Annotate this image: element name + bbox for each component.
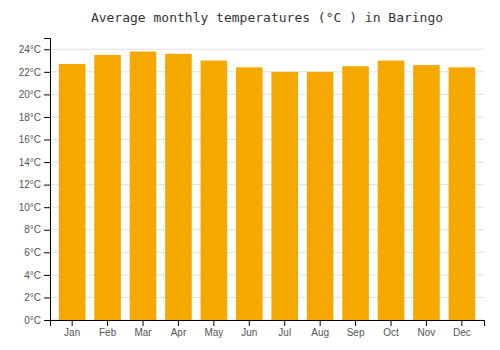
bar — [271, 72, 298, 320]
y-tick: 16°C — [19, 134, 50, 145]
bar — [94, 55, 121, 320]
y-tick-mark — [44, 320, 50, 321]
x-tick-label: Mar — [134, 327, 152, 338]
y-tick-label: 8°C — [24, 224, 41, 235]
y-tick: 10°C — [19, 202, 50, 213]
x-tick: Jan — [64, 320, 80, 338]
y-axis-line — [44, 39, 51, 321]
x-tick-label: Oct — [383, 327, 399, 338]
x-tick-mark — [355, 320, 356, 326]
grid-line — [50, 49, 484, 50]
y-tick-mark — [44, 230, 50, 231]
y-tick-label: 20°C — [19, 89, 41, 100]
y-tick-label: 0°C — [24, 315, 41, 326]
x-tick: May — [204, 320, 223, 338]
y-tick-label: 22°C — [19, 67, 41, 78]
x-tick-mark — [213, 320, 214, 326]
x-tick-label: Dec — [453, 327, 471, 338]
x-tick: Apr — [171, 320, 187, 338]
y-tick-mark — [44, 72, 50, 73]
y-tick: 20°C — [19, 89, 50, 100]
y-tick-label: 6°C — [24, 247, 41, 258]
y-tick-mark — [44, 94, 50, 95]
y-tick-mark — [44, 49, 50, 50]
bar — [378, 61, 405, 320]
x-tick: Jun — [241, 320, 257, 338]
x-tick-mark — [178, 320, 179, 326]
x-tick-label: May — [204, 327, 223, 338]
bar — [165, 54, 192, 320]
bar — [59, 64, 86, 320]
x-tick-mark — [391, 320, 392, 326]
x-tick: Aug — [311, 320, 329, 338]
x-tick-mark — [143, 320, 144, 326]
y-tick: 18°C — [19, 112, 50, 123]
y-tick-label: 2°C — [24, 292, 41, 303]
x-tick: Dec — [453, 320, 471, 338]
y-tick: 14°C — [19, 157, 50, 168]
y-tick-label: 14°C — [19, 157, 41, 168]
bar — [236, 67, 263, 320]
x-tick-label: Nov — [418, 327, 436, 338]
y-tick: 2°C — [24, 292, 50, 303]
bar — [413, 65, 440, 320]
x-axis-line — [51, 321, 485, 327]
y-tick: 8°C — [24, 224, 50, 235]
y-tick-mark — [44, 252, 50, 253]
x-tick: Mar — [134, 320, 152, 338]
bar — [307, 72, 334, 320]
title: Average monthly temperatures (°C ) in Ba… — [91, 10, 443, 25]
y-tick-label: 4°C — [24, 270, 41, 281]
x-tick-mark — [107, 320, 108, 326]
x-tick-mark — [426, 320, 427, 326]
bar — [449, 67, 476, 320]
y-tick: 12°C — [19, 179, 50, 190]
y-tick: 24°C — [19, 44, 50, 55]
x-tick-label: Jun — [241, 327, 257, 338]
x-tick: Sep — [347, 320, 365, 338]
x-tick: Feb — [99, 320, 117, 338]
y-tick-mark — [44, 117, 50, 118]
y-tick-label: 16°C — [19, 134, 41, 145]
x-tick-label: Jan — [64, 327, 80, 338]
x-tick-mark — [461, 320, 462, 326]
bar — [342, 66, 369, 320]
x-tick-mark — [72, 320, 73, 326]
y-tick-mark — [44, 275, 50, 276]
y-tick: 6°C — [24, 247, 50, 258]
x-tick: Nov — [418, 320, 436, 338]
x-tick-label: Apr — [171, 327, 187, 338]
y-tick-mark — [44, 162, 50, 163]
x-tick-label: Jul — [278, 327, 291, 338]
x-tick-mark — [284, 320, 285, 326]
y-axis: 0°C 2°C 4°C 6°C 8°C 10°C 12°C 14°C 16°C 18°C 20°C 2… — [19, 39, 51, 326]
y-tick-label: 18°C — [19, 112, 41, 123]
y-tick-mark — [44, 185, 50, 186]
grid — [50, 49, 484, 320]
y-tick-mark — [44, 207, 50, 208]
x-tick: Jul — [278, 320, 291, 338]
y-tick-label: 10°C — [19, 202, 41, 213]
y-tick-label: 12°C — [19, 179, 41, 190]
chart: 0°C 2°C 4°C 6°C 8°C 10°C 12°C 14°C 16°C 18°C 20°C 2… — [0, 0, 500, 350]
y-tick-label: 24°C — [19, 44, 41, 55]
x-axis: Jan Feb Mar Apr May Jun Jul Aug Sep Oct Nov Dec — [51, 320, 485, 338]
plot: 0°C 2°C 4°C 6°C 8°C 10°C 12°C 14°C 16°C 18°C 20°C 2… — [19, 39, 485, 339]
y-tick-mark — [44, 140, 50, 141]
x-tick-label: Feb — [99, 327, 117, 338]
x-tick-label: Aug — [311, 327, 329, 338]
y-tick: 22°C — [19, 67, 50, 78]
bar — [201, 61, 228, 320]
bars — [59, 52, 475, 320]
y-tick: 0°C — [24, 315, 50, 326]
x-tick-label: Sep — [347, 327, 365, 338]
y-tick-mark — [44, 297, 50, 298]
x-tick-mark — [320, 320, 321, 326]
bar — [130, 52, 157, 320]
x-tick-mark — [249, 320, 250, 326]
x-tick: Oct — [383, 320, 399, 338]
y-tick: 4°C — [24, 270, 50, 281]
